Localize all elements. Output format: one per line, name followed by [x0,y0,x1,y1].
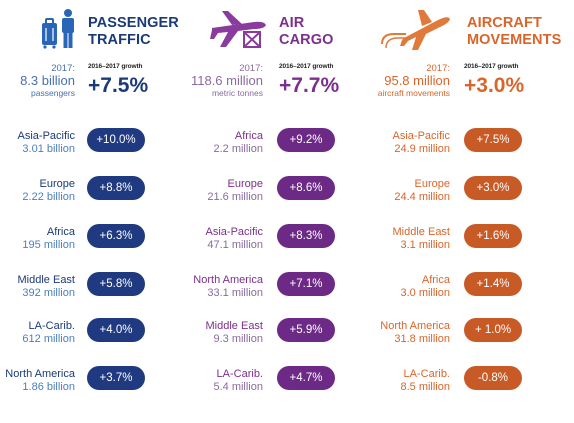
cargo-title: AIR CARGO [279,15,333,49]
growth-pill: +1.4% [464,272,522,296]
growth-pill: +3.0% [464,176,522,200]
movements-base-figure: 2017: 95.8 million aircraft movements [370,63,450,99]
passenger-growth-value: +7.5% [88,74,149,97]
region-label: Europe 24.4 million [394,178,450,203]
region-label: Europe 21.6 million [207,178,263,203]
passenger-region-row: North America 1.86 billion +3.7% [0,366,150,398]
passenger-base-year: 2017: [51,63,75,74]
region-label: Asia-Pacific 3.01 billion [17,130,75,155]
region-label: Asia-Pacific 24.9 million [392,130,450,155]
cargo-region-row: Asia-Pacific 47.1 million +8.3% [188,224,338,256]
passenger-region-row: Middle East 392 million +5.8% [0,272,150,304]
cargo-growth-label: 2016–2017 growth [279,63,334,70]
region-label: Middle East 9.3 million [205,320,263,345]
cargo-title-line2: CARGO [279,32,334,48]
cargo-region-row: Africa 2.2 million +9.2% [188,128,338,160]
cargo-base-figure: 2017: 118.6 million metric tonnes [188,63,263,99]
region-label: North America 1.86 billion [5,368,75,393]
region-label: North America 31.8 million [380,320,450,345]
growth-pill: +4.0% [87,318,145,342]
cargo-region-row: North America 33.1 million +7.1% [188,272,338,304]
region-label: LA-Carib. 8.5 million [400,368,450,393]
movements-title: AIRCRAFT MOVEMENTS [467,15,561,49]
movements-growth-value: +3.0% [464,74,525,97]
movements-growth: 2016–2017 growth +3.0% [464,63,524,98]
growth-pill: +8.3% [277,224,335,248]
passenger-growth: 2016–2017 growth +7.5% [88,63,148,98]
movements-region-row: Europe 24.4 million +3.0% [370,176,530,208]
aircraft-movements-column: AIRCRAFT MOVEMENTS 2017: 95.8 million ai… [370,0,574,423]
movements-growth-label: 2016–2017 growth [464,63,519,70]
growth-pill: +8.8% [87,176,145,200]
region-label: North America 33.1 million [193,274,263,299]
growth-pill: +3.7% [87,366,145,390]
passenger-growth-label: 2016–2017 growth [88,63,143,70]
movements-base-value: 95.8 million [384,73,450,88]
movements-title-line1: AIRCRAFT [467,15,542,31]
passenger-traffic-column: PASSENGER TRAFFIC 2017: 8.3 billion pass… [0,0,191,423]
region-label: Middle East 392 million [17,274,75,299]
passenger-region-row: Asia-Pacific 3.01 billion +10.0% [0,128,150,160]
region-label: LA-Carib. 612 million [22,320,75,345]
region-label: Europe 2.22 billion [22,178,75,203]
cargo-base-year: 2017: [239,63,263,74]
growth-pill: +6.3% [87,224,145,248]
region-label: Africa 195 million [22,226,75,251]
growth-pill: -0.8% [464,366,522,390]
cargo-plane-with-box-icon [210,11,266,48]
passenger-title-line1: PASSENGER [88,15,179,31]
region-label: LA-Carib. 5.4 million [213,368,263,393]
passenger-region-row: Africa 195 million +6.3% [0,224,150,256]
growth-pill: +5.9% [277,318,335,342]
movements-region-row: LA-Carib. 8.5 million -0.8% [370,366,530,398]
growth-pill: +10.0% [87,128,145,152]
passenger-region-row: Europe 2.22 billion +8.8% [0,176,150,208]
cargo-region-row: LA-Carib. 5.4 million +4.7% [188,366,338,398]
growth-pill: + 1.0% [464,318,522,342]
passenger-base-figure: 2017: 8.3 billion passengers [0,63,75,99]
cargo-region-row: Middle East 9.3 million +5.9% [188,318,338,350]
movements-base-unit: aircraft movements [377,88,450,98]
growth-pill: +1.6% [464,224,522,248]
growth-pill: +8.6% [277,176,335,200]
movements-region-row: North America 31.8 million + 1.0% [370,318,530,350]
growth-pill: +9.2% [277,128,335,152]
movements-region-row: Africa 3.0 million +1.4% [370,272,530,304]
movements-base-year: 2017: [426,63,450,74]
passenger-region-row: LA-Carib. 612 million +4.0% [0,318,150,350]
passenger-base-value: 8.3 billion [20,73,75,88]
passenger-base-unit: passengers [31,88,75,98]
cargo-base-unit: metric tonnes [211,88,263,98]
cargo-title-line1: AIR [279,15,305,31]
departing-plane-with-trail-icon [381,10,450,50]
movements-region-row: Asia-Pacific 24.9 million +7.5% [370,128,530,160]
region-label: Africa 2.2 million [213,130,263,155]
passenger-title: PASSENGER TRAFFIC [88,15,179,49]
cargo-growth-value: +7.7% [279,74,340,97]
growth-pill: +7.1% [277,272,335,296]
region-label: Asia-Pacific 47.1 million [205,226,263,251]
movements-region-row: Middle East 3.1 million +1.6% [370,224,530,256]
cargo-growth: 2016–2017 growth +7.7% [279,63,339,98]
growth-pill: +7.5% [464,128,522,152]
growth-pill: +5.8% [87,272,145,296]
region-label: Africa 3.0 million [400,274,450,299]
region-label: Middle East 3.1 million [392,226,450,251]
cargo-region-row: Europe 21.6 million +8.6% [188,176,338,208]
movements-title-line2: MOVEMENTS [467,32,562,48]
growth-pill: +4.7% [277,366,335,390]
passenger-title-line2: TRAFFIC [88,32,151,48]
air-cargo-column: AIR CARGO 2017: 118.6 million metric ton… [188,0,378,423]
cargo-base-value: 118.6 million [190,73,263,88]
luggage-and-traveler-icon [42,9,74,49]
